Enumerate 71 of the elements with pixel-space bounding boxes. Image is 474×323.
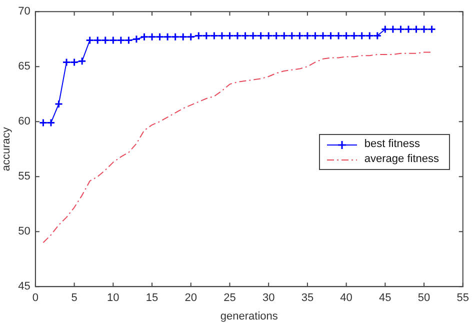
point (264, 32, 273, 40)
point (116, 36, 126, 44)
legend-label: average fitness (364, 152, 439, 167)
point (46, 118, 56, 127)
x-tick-label: 20 (184, 292, 197, 304)
point (54, 100, 63, 108)
x-tick-label: 50 (418, 292, 430, 304)
point (256, 32, 266, 40)
point (303, 32, 312, 40)
point (163, 32, 172, 42)
point (272, 32, 281, 40)
point (295, 32, 304, 40)
y-tick-label: 50 (18, 226, 30, 238)
point (310, 32, 320, 40)
point (380, 24, 390, 34)
point (132, 34, 141, 44)
point (108, 36, 118, 44)
y-tick-label: 60 (18, 116, 30, 128)
point (318, 32, 328, 40)
point (178, 32, 188, 42)
point (124, 36, 133, 44)
point (101, 36, 110, 44)
point (404, 24, 413, 34)
point (412, 24, 420, 34)
point (248, 32, 258, 40)
x-tick-label: 5 (71, 292, 78, 304)
point (225, 32, 234, 40)
x-tick-label: 0 (32, 292, 38, 304)
y-tick-label: 70 (18, 6, 30, 18)
y-tick-label: 45 (18, 280, 30, 293)
x-tick-label: 30 (262, 292, 275, 304)
y-axis-title: accuracy (0, 126, 13, 172)
point (202, 32, 211, 40)
point (342, 32, 351, 40)
point (396, 24, 405, 34)
x-tick-label: 45 (379, 292, 392, 304)
x-tick-label: 15 (146, 292, 158, 304)
y-tick-label: 65 (18, 60, 30, 73)
x-tick-label: 25 (224, 292, 236, 304)
point (86, 36, 94, 44)
point (365, 32, 374, 40)
point (194, 32, 203, 40)
point (233, 32, 242, 40)
point (186, 32, 196, 42)
x-tick-label: 55 (456, 292, 470, 304)
point (388, 24, 398, 34)
point (93, 36, 102, 44)
point (280, 32, 288, 40)
point (350, 32, 358, 40)
legend-label: best fitness (364, 137, 420, 152)
point (62, 58, 71, 66)
y-tick-label: 55 (18, 170, 30, 183)
x-tick-label: 10 (107, 292, 120, 304)
point (358, 32, 366, 40)
point (156, 32, 164, 42)
point (326, 32, 336, 40)
point (70, 58, 79, 66)
x-tick-label: 35 (301, 292, 314, 304)
point (420, 24, 428, 34)
point (334, 32, 343, 40)
point (241, 32, 250, 40)
point (171, 32, 180, 42)
point (288, 32, 296, 40)
point (373, 32, 382, 40)
point (78, 56, 86, 66)
point (140, 32, 148, 42)
x-axis-title: generations (220, 310, 278, 322)
point (218, 32, 226, 40)
point (210, 32, 218, 40)
x-tick-label: 40 (340, 292, 352, 304)
point (148, 32, 156, 42)
